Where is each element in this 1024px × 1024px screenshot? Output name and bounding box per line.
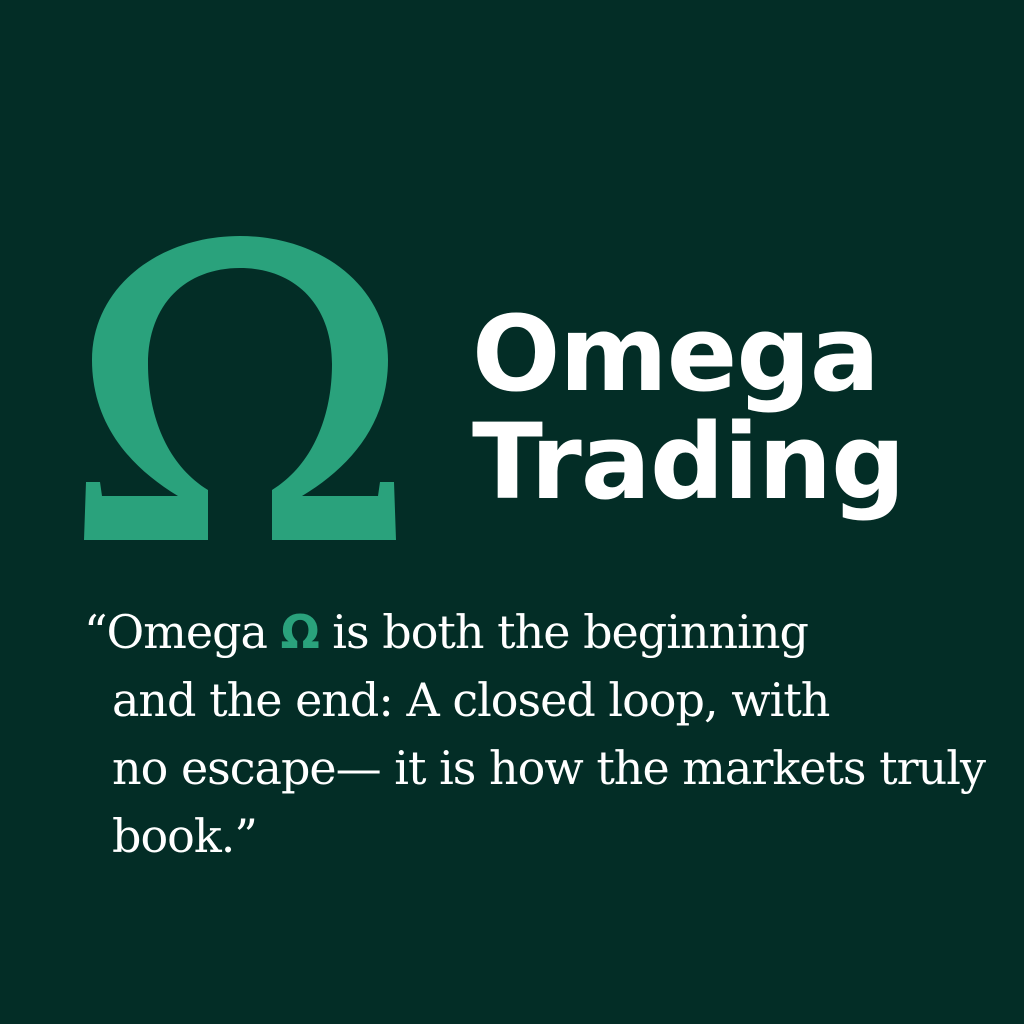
brand-name: Omega Trading — [472, 293, 906, 523]
omega-inline-icon: Ω — [280, 605, 320, 659]
quote-line-3: no escape— it is how the markets truly — [112, 741, 986, 795]
quote-line-1-end: is both the beginning — [318, 605, 809, 659]
quote-line-4: book.” — [112, 809, 258, 863]
quote-line-1: “Omega Ω is both the beginning — [84, 598, 984, 666]
quote-line-2: and the end: A closed loop, with — [112, 673, 830, 727]
brand-line-trading: Trading — [472, 401, 906, 523]
omega-icon — [84, 236, 396, 540]
brand-line-omega: Omega — [472, 293, 880, 415]
quote: “Omega Ω is both the beginning and the e… — [84, 598, 986, 870]
quote-line-1-start: “Omega — [84, 605, 281, 659]
omega-logo — [78, 234, 402, 544]
